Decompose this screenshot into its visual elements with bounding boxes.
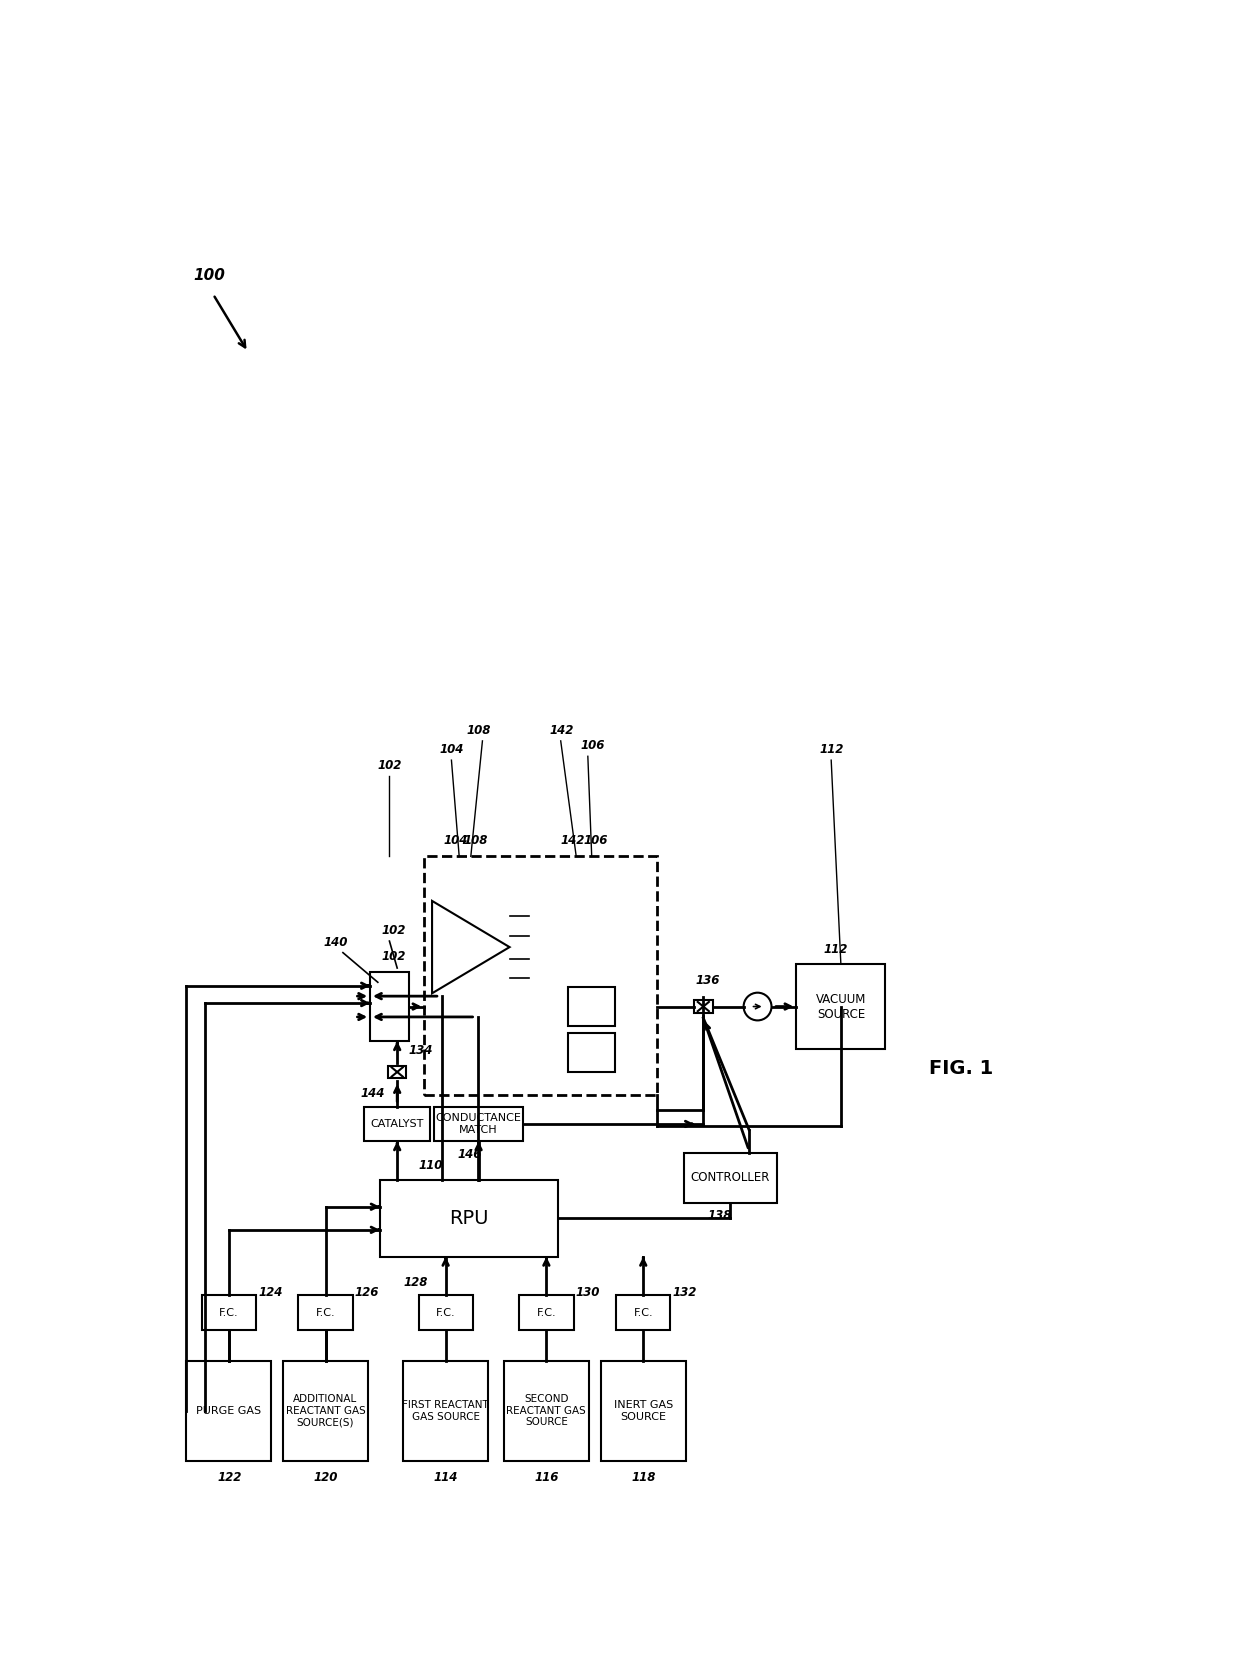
Text: 118: 118 bbox=[631, 1472, 656, 1483]
Text: 132: 132 bbox=[672, 1285, 697, 1299]
Text: 142: 142 bbox=[560, 835, 585, 846]
Text: 130: 130 bbox=[575, 1285, 600, 1299]
Text: CATALYST: CATALYST bbox=[371, 1120, 424, 1130]
Text: PURGE GAS: PURGE GAS bbox=[196, 1406, 262, 1416]
Bar bbox=[419, 1296, 472, 1331]
Text: FIG. 1: FIG. 1 bbox=[929, 1059, 993, 1078]
Text: 102: 102 bbox=[382, 950, 405, 962]
Bar bbox=[520, 1296, 573, 1331]
Text: FIRST REACTANT
GAS SOURCE: FIRST REACTANT GAS SOURCE bbox=[402, 1399, 489, 1421]
Text: 140: 140 bbox=[324, 935, 348, 949]
Text: 104: 104 bbox=[444, 835, 467, 846]
Bar bbox=[796, 964, 885, 1049]
Bar bbox=[694, 1001, 713, 1012]
Bar bbox=[434, 1106, 523, 1141]
Text: 106: 106 bbox=[580, 739, 604, 753]
Text: INERT GAS
SOURCE: INERT GAS SOURCE bbox=[614, 1399, 673, 1421]
Bar bbox=[201, 1296, 255, 1331]
Bar bbox=[600, 1361, 686, 1461]
Bar bbox=[370, 972, 409, 1041]
Text: 146: 146 bbox=[458, 1148, 481, 1160]
Text: 134: 134 bbox=[409, 1044, 433, 1056]
Bar bbox=[365, 1106, 430, 1141]
Text: 104: 104 bbox=[440, 742, 464, 756]
Text: 102: 102 bbox=[382, 923, 405, 937]
Text: 114: 114 bbox=[434, 1472, 459, 1483]
Text: 106: 106 bbox=[584, 835, 609, 846]
Text: 142: 142 bbox=[549, 724, 573, 737]
Bar bbox=[424, 856, 657, 1094]
Text: SECOND
REACTANT GAS
SOURCE: SECOND REACTANT GAS SOURCE bbox=[506, 1394, 587, 1428]
Text: F.C.: F.C. bbox=[634, 1307, 653, 1317]
Bar bbox=[568, 987, 615, 1026]
Bar bbox=[616, 1296, 671, 1331]
Bar bbox=[388, 1066, 407, 1078]
Text: CONDUCTANCE
MATCH: CONDUCTANCE MATCH bbox=[435, 1113, 522, 1135]
Bar bbox=[299, 1296, 352, 1331]
Bar bbox=[403, 1361, 489, 1461]
Text: 124: 124 bbox=[258, 1285, 283, 1299]
Text: 136: 136 bbox=[696, 974, 720, 987]
Text: F.C.: F.C. bbox=[435, 1307, 455, 1317]
Text: F.C.: F.C. bbox=[316, 1307, 335, 1317]
Text: 112: 112 bbox=[823, 944, 848, 957]
Text: VACUUM
SOURCE: VACUUM SOURCE bbox=[816, 992, 866, 1021]
Text: 108: 108 bbox=[467, 724, 491, 737]
Text: F.C.: F.C. bbox=[537, 1307, 557, 1317]
Bar bbox=[379, 1180, 558, 1257]
Text: CONTROLLER: CONTROLLER bbox=[691, 1172, 770, 1185]
Text: 138: 138 bbox=[707, 1208, 732, 1222]
Bar bbox=[283, 1361, 368, 1461]
Text: 120: 120 bbox=[314, 1472, 339, 1483]
Text: ADDITIONAL
REACTANT GAS
SOURCE(S): ADDITIONAL REACTANT GAS SOURCE(S) bbox=[285, 1394, 366, 1428]
Text: 110: 110 bbox=[419, 1160, 443, 1172]
Text: 116: 116 bbox=[534, 1472, 559, 1483]
Bar bbox=[568, 1034, 615, 1073]
Text: 122: 122 bbox=[217, 1472, 242, 1483]
Text: 128: 128 bbox=[403, 1275, 428, 1289]
Text: 108: 108 bbox=[463, 835, 487, 846]
Text: 144: 144 bbox=[361, 1088, 384, 1101]
Text: 102: 102 bbox=[378, 759, 402, 771]
Bar bbox=[684, 1153, 777, 1203]
Text: RPU: RPU bbox=[449, 1208, 489, 1229]
Text: F.C.: F.C. bbox=[218, 1307, 238, 1317]
Text: 126: 126 bbox=[355, 1285, 379, 1299]
Bar bbox=[503, 1361, 589, 1461]
Text: 112: 112 bbox=[820, 742, 844, 756]
Text: 100: 100 bbox=[193, 268, 226, 283]
Circle shape bbox=[744, 992, 771, 1021]
Bar bbox=[186, 1361, 272, 1461]
